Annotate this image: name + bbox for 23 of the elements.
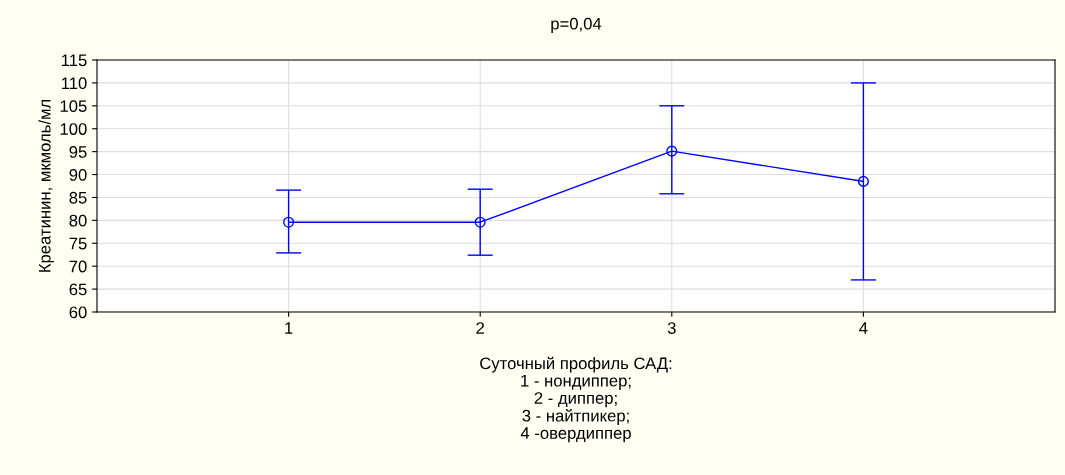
x-axis-title: Суточный профиль САД: 1 - нондиппер; 2 - диппер; 3 - найтпикер; 4 -овердиппер: [480, 356, 672, 443]
x-tick-label: 2: [476, 322, 484, 334]
point: [857, 175, 869, 187]
x-tick-label: 1: [285, 322, 293, 334]
x-tick-label: 4: [859, 322, 868, 334]
y-tick-label: 90: [69, 168, 87, 181]
y-tick-label: 85: [69, 191, 87, 204]
point: [474, 216, 486, 228]
point: [666, 145, 678, 157]
chart-title: p=0,04: [551, 17, 602, 33]
x-tick-label: 3: [667, 322, 676, 334]
y-tick-label: 80: [69, 214, 87, 227]
y-tick-label: 110: [61, 77, 87, 90]
y-tick-label: 95: [69, 146, 87, 158]
point: [283, 216, 295, 228]
y-axis-title: Креатинин, мкмоль/мл: [38, 99, 54, 272]
y-tick-label: 105: [60, 100, 87, 113]
y-tick-label: 60: [69, 306, 87, 319]
y-tick-label: 115: [61, 54, 87, 67]
y-tick-label: 65: [69, 283, 87, 296]
y-tick-label: 75: [69, 237, 87, 250]
y-tick-label: 70: [69, 260, 87, 273]
y-tick-label: 100: [60, 123, 87, 135]
